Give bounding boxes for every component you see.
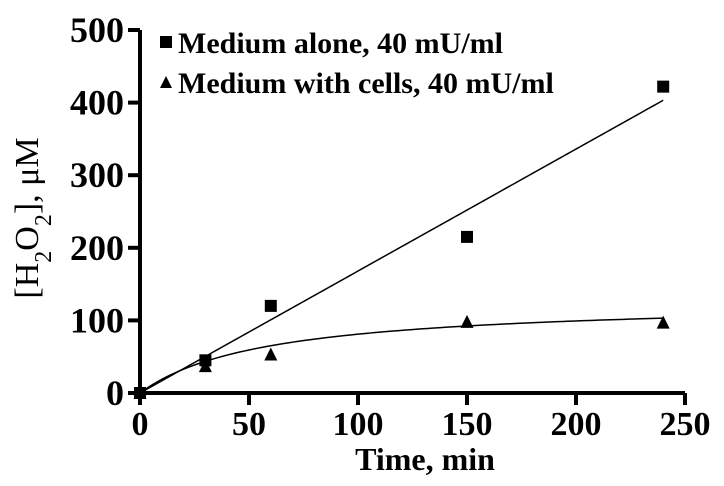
y-axis-title-mid: O bbox=[9, 226, 46, 251]
y-axis-title-sub1: 2 bbox=[31, 251, 57, 263]
y-axis-title: [H2O2], μM bbox=[9, 137, 57, 298]
y-tick-label: 500 bbox=[70, 10, 124, 50]
x-tick-label: 0 bbox=[132, 406, 149, 443]
x-tick-label: 250 bbox=[660, 406, 711, 443]
x-tick-label: 100 bbox=[333, 406, 384, 443]
square-point bbox=[657, 80, 670, 93]
y-tick-label: 400 bbox=[70, 83, 124, 123]
legend-square-marker bbox=[160, 36, 172, 48]
triangle-point bbox=[198, 359, 212, 373]
square-point bbox=[461, 230, 473, 243]
x-tick-label: 200 bbox=[551, 406, 602, 443]
fit-line-medium-alone bbox=[139, 99, 664, 394]
legend-label-medium-with-cells: Medium with cells, 40 mU/ml bbox=[178, 67, 554, 100]
y-tick-label: 100 bbox=[70, 300, 124, 340]
y-axis-title-sub2: 2 bbox=[31, 214, 57, 226]
x-tick-label: 150 bbox=[442, 406, 493, 443]
y-axis-title-open: [H bbox=[9, 263, 46, 299]
x-tick-label: 50 bbox=[232, 406, 266, 443]
y-tick-label: 0 bbox=[106, 373, 124, 413]
fit-lines bbox=[139, 99, 664, 394]
fit-curve-medium-with-cells bbox=[139, 317, 664, 394]
legend-triangle-marker bbox=[160, 76, 172, 88]
triangle-point bbox=[656, 315, 670, 329]
legend-label-medium-alone: Medium alone, 40 mU/ml bbox=[178, 27, 503, 60]
y-tick-label: 200 bbox=[70, 228, 124, 268]
x-axis-title: Time, min bbox=[355, 441, 495, 477]
triangle-point bbox=[264, 347, 278, 361]
y-tick-label: 300 bbox=[70, 155, 124, 195]
y-ticks: 0 100 200 300 400 500 bbox=[70, 10, 140, 413]
legend: Medium alone, 40 mU/ml Medium with cells… bbox=[160, 27, 554, 100]
triangle-point bbox=[460, 314, 474, 328]
y-axis-title-close: ], μM bbox=[9, 137, 46, 214]
data-points bbox=[133, 80, 670, 399]
x-ticks: 0 50 100 150 200 250 bbox=[132, 393, 711, 443]
square-point bbox=[264, 299, 277, 312]
triangle-point bbox=[133, 386, 147, 399]
plot-area: 0 100 200 300 400 500 0 50 100 150 200 250 bbox=[70, 10, 711, 443]
